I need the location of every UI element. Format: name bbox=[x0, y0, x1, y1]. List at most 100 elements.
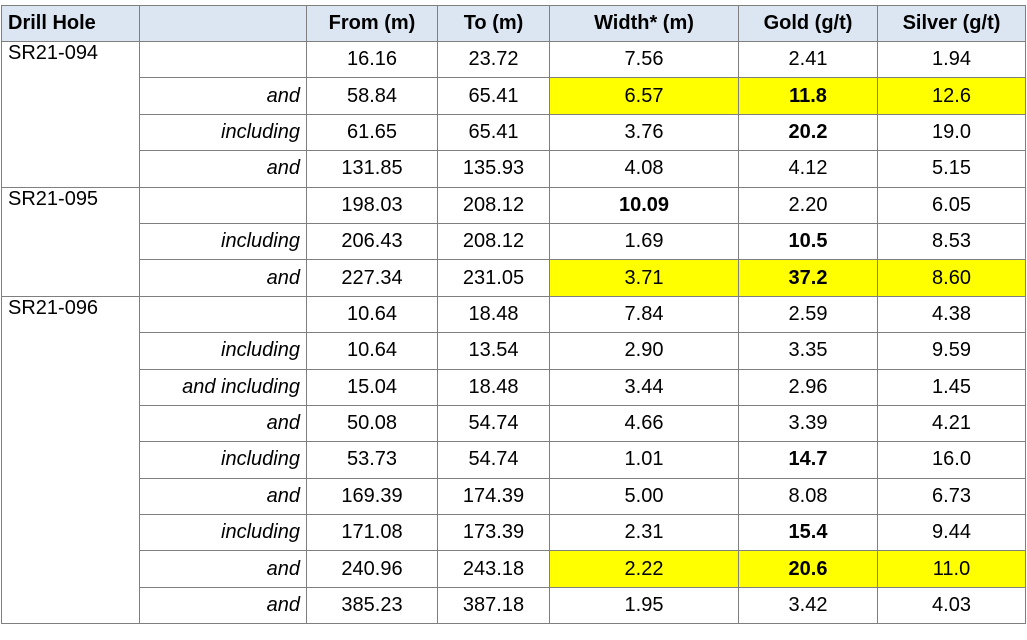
table-row: and 385.23 387.18 1.95 3.42 4.03 bbox=[2, 586, 1026, 625]
to-cell: 65.41 bbox=[437, 77, 550, 115]
table-row: and 240.96 243.18 2.22 20.6 11.0 bbox=[2, 550, 1026, 588]
from-cell: 50.08 bbox=[306, 404, 438, 443]
to-cell: 13.54 bbox=[437, 332, 550, 370]
width-cell: 7.56 bbox=[549, 40, 739, 79]
to-cell: 208.12 bbox=[437, 186, 550, 224]
from-cell: 198.03 bbox=[306, 186, 438, 224]
silver-cell: 4.38 bbox=[877, 295, 1026, 334]
qualifier-cell: and including bbox=[139, 368, 307, 406]
gold-cell: 2.59 bbox=[738, 295, 878, 334]
width-cell: 2.31 bbox=[549, 514, 739, 552]
width-cell: 7.84 bbox=[549, 295, 739, 334]
table-row: and 50.08 54.74 4.66 3.39 4.21 bbox=[2, 404, 1026, 443]
drill-hole-cell: SR21-094 bbox=[1, 41, 140, 188]
gold-cell: 4.12 bbox=[738, 150, 878, 188]
qualifier-cell: and bbox=[139, 404, 307, 443]
silver-cell: 11.0 bbox=[877, 550, 1026, 588]
gold-cell: 2.41 bbox=[738, 40, 878, 79]
silver-cell: 9.44 bbox=[877, 514, 1026, 552]
from-cell: 10.64 bbox=[306, 332, 438, 370]
gold-cell: 11.8 bbox=[738, 77, 878, 115]
table-row: SR21-094 16.16 23.72 7.56 2.41 1.94 bbox=[1, 40, 1026, 188]
silver-cell: 8.53 bbox=[877, 222, 1026, 261]
width-cell: 10.09 bbox=[549, 186, 739, 224]
table-row: including 53.73 54.74 1.01 14.7 16.0 bbox=[2, 441, 1026, 479]
header-gold: Gold (g/t) bbox=[738, 5, 878, 42]
to-cell: 23.72 bbox=[437, 40, 550, 79]
silver-cell: 12.6 bbox=[877, 77, 1026, 115]
qualifier-cell: including bbox=[139, 441, 307, 479]
silver-cell: 4.21 bbox=[877, 404, 1026, 443]
to-cell: 173.39 bbox=[437, 514, 550, 552]
silver-cell: 1.45 bbox=[877, 368, 1026, 406]
header-drill-hole: Drill Hole bbox=[1, 5, 140, 42]
from-cell: 385.23 bbox=[306, 586, 438, 625]
qualifier-cell: including bbox=[139, 514, 307, 552]
to-cell: 18.48 bbox=[437, 295, 550, 334]
table-row: and 169.39 174.39 5.00 8.08 6.73 bbox=[2, 477, 1026, 516]
from-cell: 61.65 bbox=[306, 113, 438, 152]
silver-cell: 9.59 bbox=[877, 332, 1026, 370]
gold-cell: 20.6 bbox=[738, 550, 878, 588]
to-cell: 387.18 bbox=[437, 586, 550, 625]
silver-cell: 6.05 bbox=[877, 186, 1026, 224]
width-cell: 6.57 bbox=[549, 77, 739, 115]
drill-results-table: Drill Hole From (m) To (m) Width* (m) Go… bbox=[1, 5, 1026, 625]
to-cell: 54.74 bbox=[437, 441, 550, 479]
table-row: and 131.85 135.93 4.08 4.12 5.15 bbox=[2, 150, 1026, 188]
to-cell: 54.74 bbox=[437, 404, 550, 443]
from-cell: 206.43 bbox=[306, 222, 438, 261]
table-row: including 206.43 208.12 1.69 10.5 8.53 bbox=[2, 222, 1026, 261]
gold-cell: 3.39 bbox=[738, 404, 878, 443]
qualifier-cell: and bbox=[139, 259, 307, 297]
silver-cell: 1.94 bbox=[877, 40, 1026, 79]
gold-cell: 3.42 bbox=[738, 586, 878, 625]
qualifier-cell: and bbox=[139, 150, 307, 188]
from-cell: 53.73 bbox=[306, 441, 438, 479]
from-cell: 58.84 bbox=[306, 77, 438, 115]
from-cell: 169.39 bbox=[306, 477, 438, 516]
table-body: SR21-094 16.16 23.72 7.56 2.41 1.94 and 58.84 65… bbox=[1, 40, 1026, 625]
silver-cell: 5.15 bbox=[877, 150, 1026, 188]
from-cell: 227.34 bbox=[306, 259, 438, 297]
drill-hole-cell: SR21-095 bbox=[1, 186, 140, 297]
gold-cell: 8.08 bbox=[738, 477, 878, 516]
width-cell: 1.01 bbox=[549, 441, 739, 479]
to-cell: 174.39 bbox=[437, 477, 550, 516]
table-row: including 10.64 13.54 2.90 3.35 9.59 bbox=[2, 332, 1026, 370]
qualifier-cell: and bbox=[139, 477, 307, 516]
header-width: Width* (m) bbox=[549, 5, 739, 42]
width-cell: 4.66 bbox=[549, 404, 739, 443]
width-cell: 3.76 bbox=[549, 113, 739, 152]
to-cell: 135.93 bbox=[437, 150, 550, 188]
qualifier-cell bbox=[139, 40, 307, 79]
drill-hole-cell: SR21-096 bbox=[1, 295, 140, 625]
gold-cell: 3.35 bbox=[738, 332, 878, 370]
to-cell: 65.41 bbox=[437, 113, 550, 152]
from-cell: 131.85 bbox=[306, 150, 438, 188]
silver-cell: 19.0 bbox=[877, 113, 1026, 152]
qualifier-cell: and bbox=[139, 586, 307, 625]
from-cell: 16.16 bbox=[306, 40, 438, 79]
gold-cell: 14.7 bbox=[738, 441, 878, 479]
header-qualifier bbox=[139, 5, 307, 42]
table-header: Drill Hole From (m) To (m) Width* (m) Go… bbox=[1, 5, 1026, 42]
qualifier-cell: including bbox=[139, 332, 307, 370]
width-cell: 1.95 bbox=[549, 586, 739, 625]
width-cell: 5.00 bbox=[549, 477, 739, 516]
qualifier-cell: and bbox=[139, 550, 307, 588]
header-to: To (m) bbox=[437, 5, 550, 42]
to-cell: 231.05 bbox=[437, 259, 550, 297]
gold-cell: 2.20 bbox=[738, 186, 878, 224]
table-row: and including 15.04 18.48 3.44 2.96 1.45 bbox=[2, 368, 1026, 406]
width-cell: 2.22 bbox=[549, 550, 739, 588]
silver-cell: 8.60 bbox=[877, 259, 1026, 297]
qualifier-cell: including bbox=[139, 113, 307, 152]
silver-cell: 16.0 bbox=[877, 441, 1026, 479]
width-cell: 3.44 bbox=[549, 368, 739, 406]
width-cell: 3.71 bbox=[549, 259, 739, 297]
table-row: including 61.65 65.41 3.76 20.2 19.0 bbox=[2, 113, 1026, 152]
table-row: and 58.84 65.41 6.57 11.8 12.6 bbox=[2, 77, 1026, 115]
from-cell: 171.08 bbox=[306, 514, 438, 552]
silver-cell: 6.73 bbox=[877, 477, 1026, 516]
